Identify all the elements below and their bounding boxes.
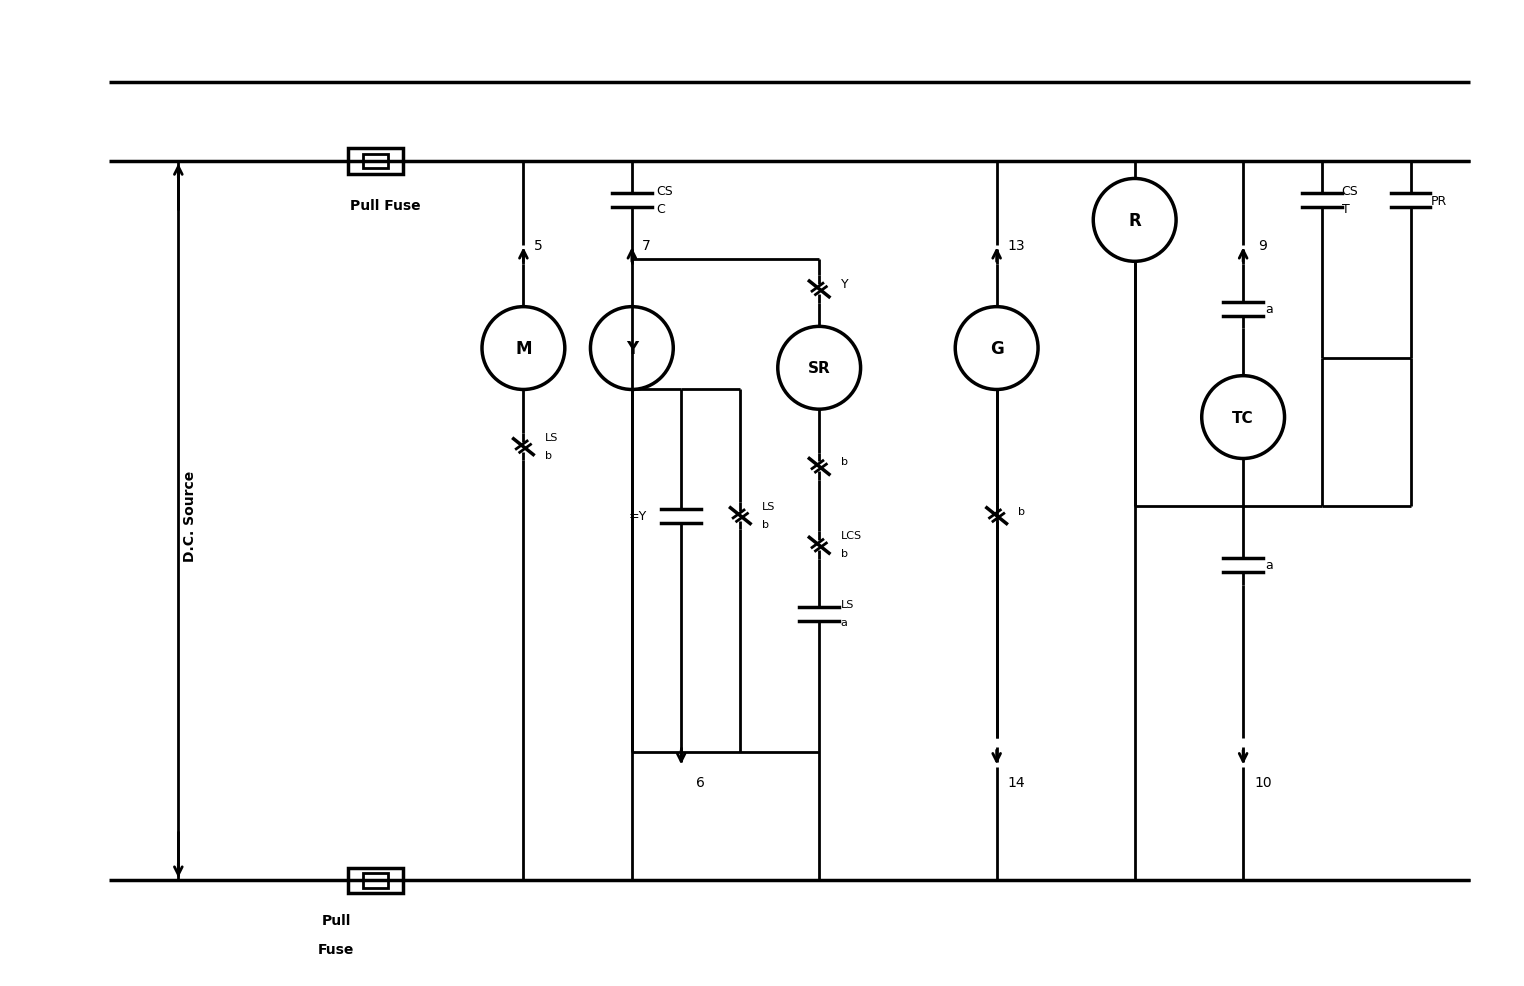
Text: CS: CS bbox=[1341, 184, 1358, 197]
Text: 7: 7 bbox=[642, 239, 651, 252]
Text: C: C bbox=[657, 202, 666, 215]
Text: SR: SR bbox=[808, 361, 831, 376]
Text: PR: PR bbox=[1431, 194, 1446, 207]
Text: Y: Y bbox=[626, 340, 639, 358]
Text: 5: 5 bbox=[533, 239, 543, 252]
Text: a: a bbox=[1265, 303, 1273, 316]
Bar bbox=[363, 874, 387, 887]
Text: CS: CS bbox=[657, 184, 674, 197]
Text: LS: LS bbox=[841, 599, 855, 609]
Text: 13: 13 bbox=[1007, 239, 1026, 252]
Text: LS: LS bbox=[546, 432, 558, 443]
Text: TC: TC bbox=[1233, 410, 1254, 425]
Text: b: b bbox=[841, 457, 847, 467]
Text: Fuse: Fuse bbox=[319, 943, 354, 956]
Text: a: a bbox=[1265, 559, 1273, 572]
Text: b: b bbox=[1018, 506, 1026, 517]
Text: G: G bbox=[989, 340, 1003, 358]
Text: a: a bbox=[841, 617, 847, 627]
Text: =Y: =Y bbox=[628, 510, 646, 523]
Text: 10: 10 bbox=[1254, 775, 1271, 789]
Text: LCS: LCS bbox=[841, 530, 863, 541]
Text: 9: 9 bbox=[1259, 239, 1268, 252]
Text: D.C. Source: D.C. Source bbox=[183, 470, 197, 562]
Text: b: b bbox=[762, 519, 770, 529]
Text: T: T bbox=[1341, 202, 1349, 215]
Text: LS: LS bbox=[762, 501, 776, 512]
Text: Pull: Pull bbox=[322, 913, 351, 927]
Text: 14: 14 bbox=[1007, 775, 1026, 789]
Text: R: R bbox=[1128, 212, 1141, 230]
Text: 6: 6 bbox=[696, 775, 706, 789]
Text: Y: Y bbox=[841, 278, 849, 291]
Text: Pull Fuse: Pull Fuse bbox=[351, 199, 421, 213]
Text: b: b bbox=[841, 548, 847, 558]
Text: M: M bbox=[515, 340, 532, 358]
Text: b: b bbox=[546, 450, 552, 460]
Bar bbox=[349, 868, 402, 893]
Bar bbox=[349, 149, 402, 175]
Bar bbox=[363, 155, 387, 169]
